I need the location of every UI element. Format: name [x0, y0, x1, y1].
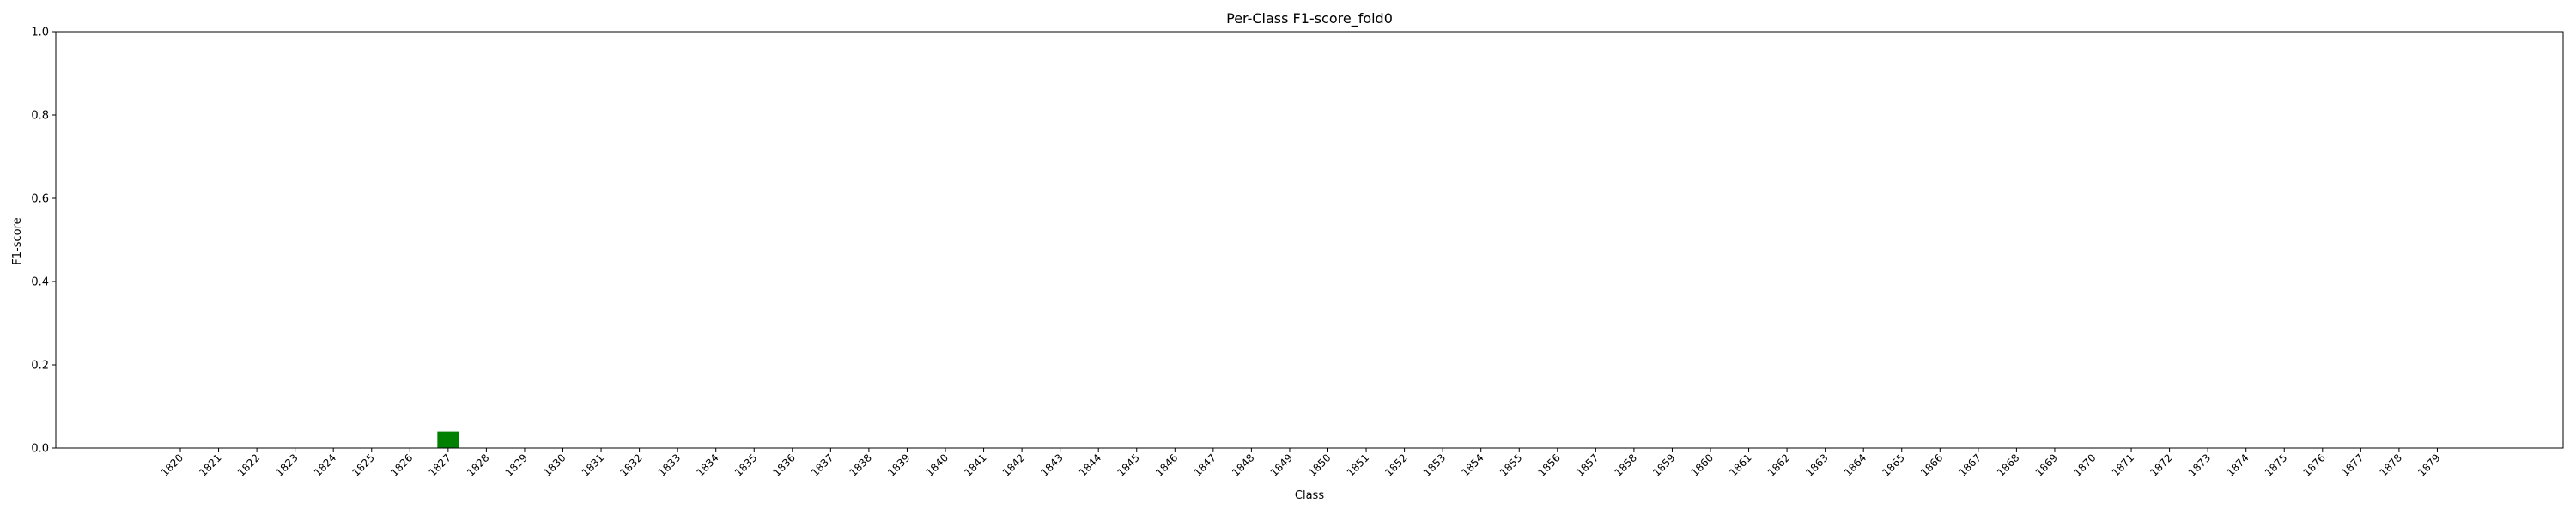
x-tick-label-1831: 1831 [580, 451, 606, 478]
x-tick-label-1829: 1829 [503, 451, 530, 478]
x-tick-label-1837: 1837 [809, 451, 835, 478]
x-tick-label-1861: 1861 [1727, 451, 1753, 478]
x-tick-label-1862: 1862 [1765, 451, 1792, 478]
y-tick-label-0.0: 0.0 [31, 443, 49, 456]
x-tick-label-1840: 1840 [924, 451, 951, 478]
x-tick-label-1856: 1856 [1535, 451, 1562, 478]
chart-title: Per-Class F1-score_fold0 [1226, 10, 1393, 27]
y-tick-label-0.2: 0.2 [31, 360, 49, 373]
plot-area: 1820 1821 1822 1823 1824 1825 1826 1827 1828 1829… [31, 27, 2564, 479]
x-tick-label-1823: 1823 [273, 451, 300, 478]
x-tick-label-1845: 1845 [1115, 451, 1141, 478]
y-axis-label: F1-score [11, 217, 24, 264]
x-tick-label-1855: 1855 [1498, 451, 1524, 478]
y-tick-label-0.8: 0.8 [31, 110, 49, 123]
x-tick-label-1870: 1870 [2071, 451, 2098, 478]
x-tick-label-1859: 1859 [1650, 451, 1677, 478]
x-tick-label-1848: 1848 [1230, 451, 1256, 478]
x-tick-label-1836: 1836 [770, 451, 797, 478]
x-tick-label-1873: 1873 [2186, 451, 2213, 478]
x-tick-label-1849: 1849 [1268, 451, 1295, 478]
x-tick-label-1863: 1863 [1803, 451, 1830, 478]
x-tick-label-1826: 1826 [388, 451, 415, 478]
x-tick-label-1821: 1821 [197, 451, 223, 478]
x-tick-label-1835: 1835 [732, 451, 759, 478]
y-tick-label-0.6: 0.6 [31, 193, 49, 206]
x-tick-label-1843: 1843 [1038, 451, 1065, 478]
x-tick-label-1868: 1868 [1995, 451, 2021, 478]
x-tick-label-1820: 1820 [159, 451, 185, 478]
x-tick-label-1834: 1834 [694, 451, 720, 478]
x-tick-label-1876: 1876 [2300, 451, 2327, 478]
x-tick-label-1871: 1871 [2110, 451, 2136, 478]
bar-1827 [437, 431, 459, 448]
x-tick-label-1830: 1830 [541, 451, 568, 478]
x-tick-label-1847: 1847 [1191, 451, 1218, 478]
x-tick-label-1825: 1825 [349, 451, 376, 478]
x-tick-label-1850: 1850 [1306, 451, 1333, 478]
x-tick-label-1828: 1828 [465, 451, 491, 478]
x-tick-label-1851: 1851 [1345, 451, 1371, 478]
x-tick-label-1832: 1832 [617, 451, 644, 478]
x-tick-label-1838: 1838 [848, 451, 874, 478]
x-tick-label-1879: 1879 [2415, 451, 2442, 478]
x-tick-label-1844: 1844 [1077, 451, 1103, 478]
x-tick-label-1824: 1824 [312, 451, 338, 478]
x-tick-label-1864: 1864 [1842, 451, 1868, 478]
x-axis-label: Class [1295, 489, 1324, 502]
x-tick-label-1853: 1853 [1421, 451, 1448, 478]
x-tick-label-1842: 1842 [1000, 451, 1027, 478]
x-tick-label-1869: 1869 [2033, 451, 2060, 478]
x-tick-label-1839: 1839 [885, 451, 912, 478]
x-tick-label-1852: 1852 [1382, 451, 1409, 478]
axes-frame [55, 31, 2564, 449]
x-tick-label-1833: 1833 [656, 451, 683, 478]
x-tick-label-1877: 1877 [2339, 451, 2366, 478]
x-tick-label-1857: 1857 [1574, 451, 1601, 478]
x-tick-label-1860: 1860 [1689, 451, 1716, 478]
x-tick-label-1846: 1846 [1153, 451, 1180, 478]
x-tick-label-1867: 1867 [1956, 451, 1983, 478]
x-tick-label-1854: 1854 [1459, 451, 1485, 478]
x-tick-label-1875: 1875 [2263, 451, 2289, 478]
y-tick-label-0.4: 0.4 [31, 276, 49, 289]
x-tick-label-1872: 1872 [2148, 451, 2174, 478]
x-tick-label-1878: 1878 [2378, 451, 2404, 478]
x-tick-label-1866: 1866 [1918, 451, 1945, 478]
x-tick-label-1827: 1827 [426, 451, 453, 478]
x-tick-label-1874: 1874 [2224, 451, 2251, 478]
x-tick-label-1841: 1841 [962, 451, 988, 478]
x-tick-label-1858: 1858 [1613, 451, 1639, 478]
x-tick-label-1822: 1822 [235, 451, 262, 478]
y-tick-label-1.0: 1.0 [31, 27, 49, 39]
x-tick-label-1865: 1865 [1880, 451, 1906, 478]
